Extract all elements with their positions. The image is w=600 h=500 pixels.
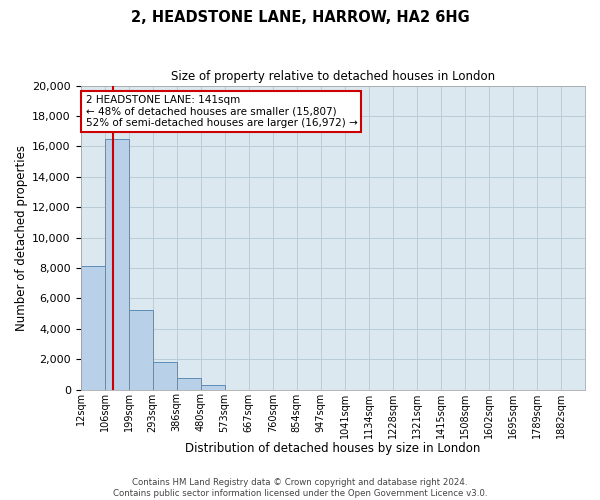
X-axis label: Distribution of detached houses by size in London: Distribution of detached houses by size … bbox=[185, 442, 481, 455]
Title: Size of property relative to detached houses in London: Size of property relative to detached ho… bbox=[170, 70, 495, 83]
Bar bbox=[104, 139, 128, 390]
Bar bbox=[200, 385, 224, 390]
Bar bbox=[128, 310, 152, 390]
Text: Contains HM Land Registry data © Crown copyright and database right 2024.
Contai: Contains HM Land Registry data © Crown c… bbox=[113, 478, 487, 498]
Text: 2 HEADSTONE LANE: 141sqm
← 48% of detached houses are smaller (15,807)
52% of se: 2 HEADSTONE LANE: 141sqm ← 48% of detach… bbox=[86, 94, 358, 128]
Y-axis label: Number of detached properties: Number of detached properties bbox=[15, 144, 28, 330]
Bar bbox=[176, 378, 200, 390]
Bar bbox=[80, 266, 104, 390]
Bar bbox=[152, 362, 176, 390]
Text: 2, HEADSTONE LANE, HARROW, HA2 6HG: 2, HEADSTONE LANE, HARROW, HA2 6HG bbox=[131, 10, 469, 25]
